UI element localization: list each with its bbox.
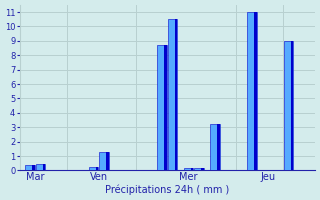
Bar <box>291 41 293 170</box>
X-axis label: Précipitations 24h ( mm ): Précipitations 24h ( mm ) <box>105 185 229 195</box>
Bar <box>164 45 167 170</box>
Bar <box>43 164 45 170</box>
Bar <box>157 45 167 170</box>
Bar <box>284 41 293 170</box>
Bar <box>32 165 35 170</box>
Bar <box>254 12 257 170</box>
Bar <box>201 168 204 170</box>
Bar <box>247 12 257 170</box>
Bar <box>190 168 193 170</box>
Bar <box>175 19 177 170</box>
Bar <box>168 19 177 170</box>
Bar <box>99 152 109 170</box>
Bar <box>36 164 45 170</box>
Bar <box>194 168 204 170</box>
Bar <box>25 165 35 170</box>
Bar <box>106 152 109 170</box>
Bar <box>96 167 98 170</box>
Bar <box>217 124 220 170</box>
Bar <box>184 168 193 170</box>
Bar <box>89 167 98 170</box>
Bar <box>210 124 220 170</box>
